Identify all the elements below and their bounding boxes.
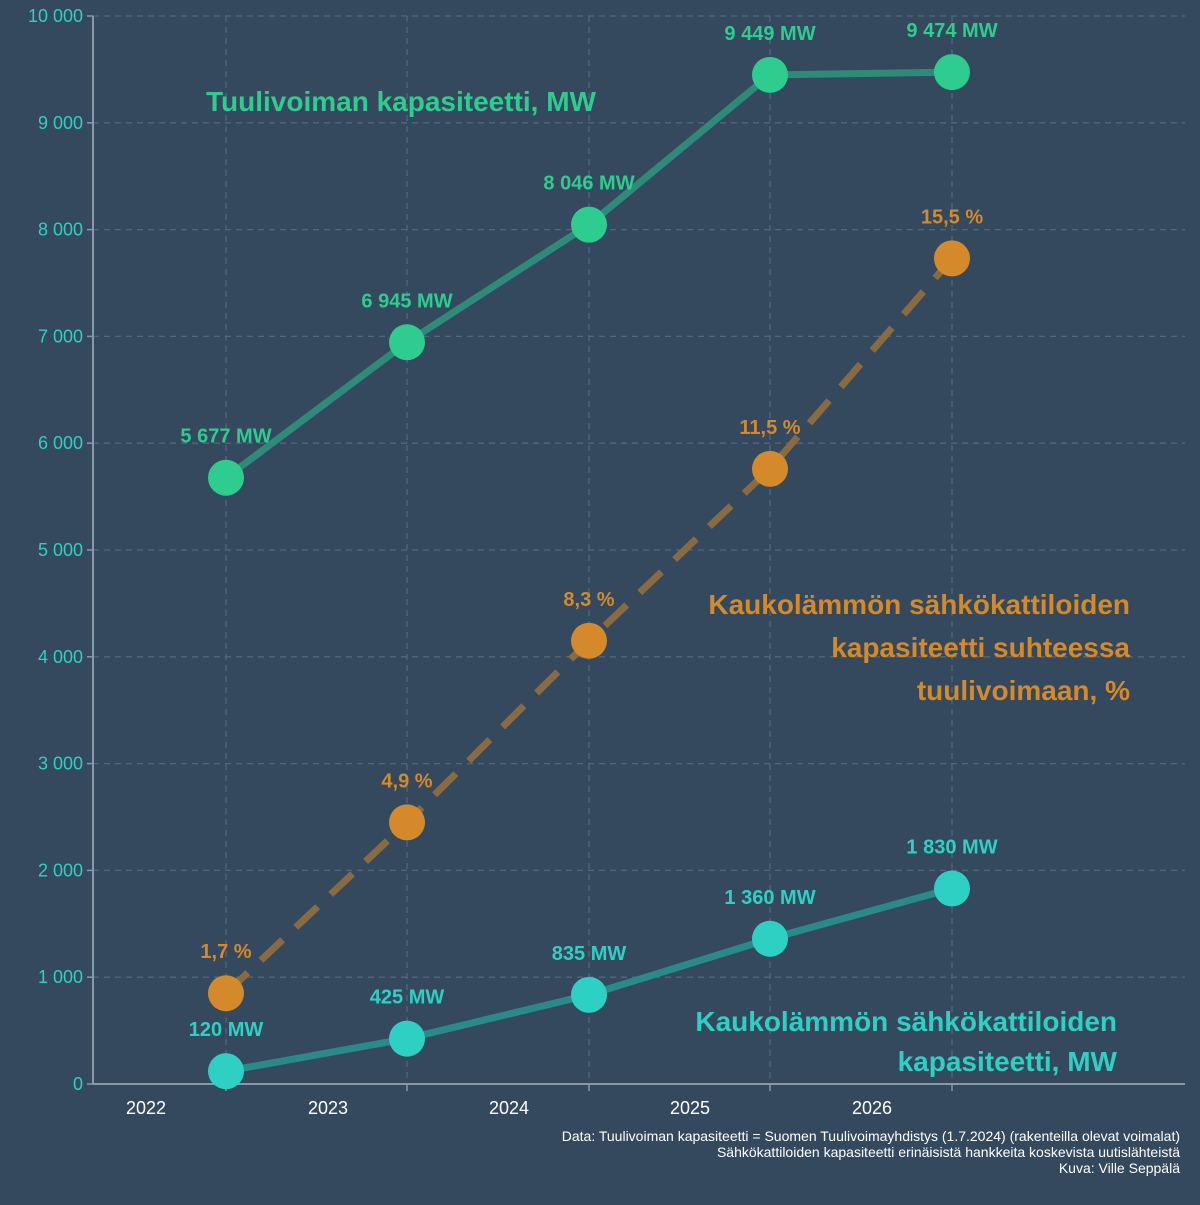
- y-tick-label: 3 000: [38, 754, 83, 774]
- y-tick-label: 10 000: [28, 6, 83, 26]
- y-tick-label: 2 000: [38, 860, 83, 880]
- grid: [93, 15, 1185, 1084]
- data-label-boiler: 1 830 MW: [906, 837, 997, 859]
- series-titles: Tuulivoiman kapasiteetti, MW Kaukolämmön …: [206, 86, 1130, 1077]
- y-tick-label: 4 000: [38, 647, 83, 667]
- data-label-boiler: 120 MW: [189, 1019, 264, 1041]
- series-title-boiler: Kaukolämmön sähkökattiloiden kapasiteetti…: [695, 1006, 1117, 1077]
- data-point-ratio: [934, 240, 970, 277]
- data-point-boiler: [208, 1053, 244, 1090]
- data-label-wind: 8 046 MW: [543, 173, 634, 195]
- series-title-line: Tuulivoiman kapasiteetti, MW: [206, 86, 597, 117]
- series-title-line: Kaukolämmön sähkökattiloiden: [695, 1006, 1117, 1037]
- y-tick-label: 7 000: [38, 326, 83, 346]
- series: 5 677 MW 6 945 MW 8 046 MW 9 449 MW 9 474 MW…: [180, 20, 998, 1090]
- source-line-1: Data: Tuulivoiman kapasiteetti = Suomen …: [562, 1128, 1180, 1144]
- series-title-line: Kaukolämmön sähkökattiloiden: [708, 589, 1130, 620]
- data-point-ratio: [752, 450, 788, 487]
- data-point-boiler: [389, 1020, 425, 1057]
- series-title-line: kapasiteetti, MW: [898, 1046, 1118, 1077]
- y-tick-label: 9 000: [38, 113, 83, 133]
- data-label-ratio: 1,7 %: [200, 941, 251, 963]
- data-point-ratio: [389, 804, 425, 841]
- data-point-wind: [934, 54, 970, 91]
- data-label-ratio: 4,9 %: [381, 770, 432, 792]
- x-tick-label: 2024: [489, 1098, 529, 1118]
- y-tick-label: 5 000: [38, 540, 83, 560]
- series-wind: 5 677 MW 6 945 MW 8 046 MW 9 449 MW 9 474 MW: [180, 20, 998, 496]
- axes: 0 1 000 2 000 3 000 4 000 5 000 6 000 7 000 8 00…: [28, 6, 1185, 1118]
- data-point-wind: [389, 324, 425, 361]
- y-tick-label: 1 000: [38, 967, 83, 987]
- data-point-boiler: [752, 920, 788, 957]
- data-label-boiler: 1 360 MW: [724, 887, 815, 909]
- data-point-ratio: [208, 975, 244, 1012]
- data-label-wind: 5 677 MW: [180, 426, 271, 448]
- data-label-wind: 6 945 MW: [361, 290, 452, 312]
- data-label-wind: 9 474 MW: [906, 20, 997, 42]
- series-title-line: tuulivoimaan, %: [917, 675, 1130, 706]
- data-label-wind: 9 449 MW: [724, 23, 815, 45]
- x-tick-label: 2025: [670, 1098, 710, 1118]
- y-tick-label: 0: [73, 1074, 83, 1094]
- data-point-wind: [752, 56, 788, 93]
- data-point-boiler: [934, 870, 970, 907]
- data-point-boiler: [571, 976, 607, 1013]
- source-line-2: Sähkökattiloiden kapasiteetti erinäisist…: [717, 1144, 1180, 1160]
- series-title-line: kapasiteetti suhteessa: [831, 632, 1130, 663]
- y-tick-label: 8 000: [38, 220, 83, 240]
- series-title-wind: Tuulivoiman kapasiteetti, MW: [206, 86, 597, 117]
- data-label-boiler: 835 MW: [552, 943, 627, 965]
- series-boiler: 120 MW 425 MW 835 MW 1 360 MW 1 830 MW: [189, 837, 998, 1090]
- data-point-ratio: [571, 622, 607, 659]
- data-label-ratio: 15,5 %: [921, 206, 983, 228]
- data-label-boiler: 425 MW: [370, 987, 445, 1009]
- y-tick-label: 6 000: [38, 433, 83, 453]
- x-tick-label: 2026: [852, 1098, 892, 1118]
- source-note: Data: Tuulivoiman kapasiteetti = Suomen …: [562, 1128, 1180, 1176]
- series-title-ratio: Kaukolämmön sähkökattiloiden kapasiteetti…: [708, 589, 1130, 706]
- x-tick-label: 2023: [308, 1098, 348, 1118]
- x-tick-label: 2022: [126, 1098, 166, 1118]
- series-ratio: 1,7 % 4,9 % 8,3 % 11,5 % 15,5 %: [200, 206, 983, 1012]
- data-point-wind: [571, 206, 607, 243]
- data-label-ratio: 11,5 %: [739, 417, 800, 439]
- data-label-ratio: 8,3 %: [563, 589, 614, 611]
- data-point-wind: [208, 459, 244, 496]
- source-line-3: Kuva: Ville Seppälä: [1059, 1160, 1180, 1176]
